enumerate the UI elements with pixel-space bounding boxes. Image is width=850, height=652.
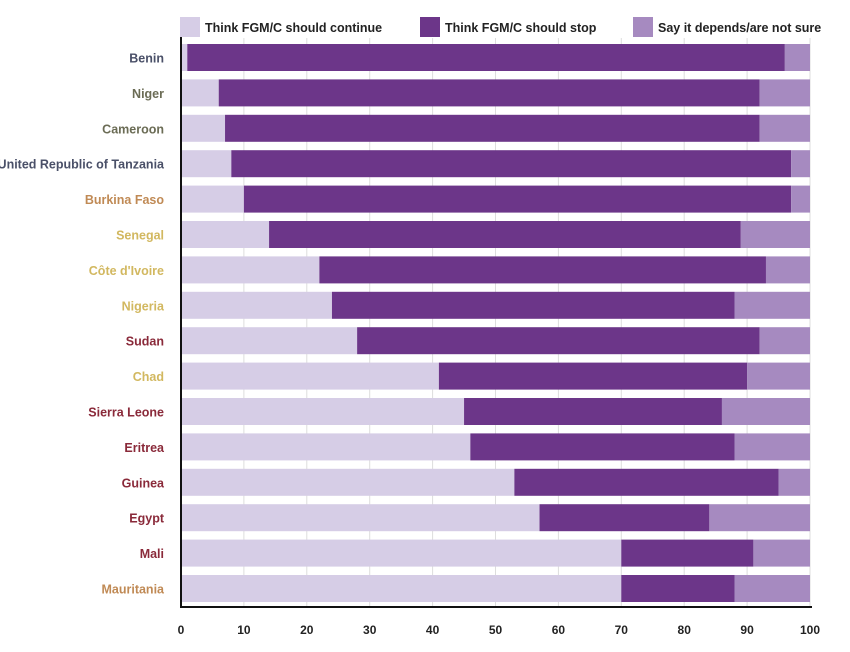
legend-label: Think FGM/C should continue bbox=[205, 21, 382, 35]
bar-segment-1 bbox=[181, 468, 515, 496]
bar-segment-3 bbox=[791, 150, 810, 178]
category-label: Niger bbox=[132, 87, 164, 101]
category-label: Guinea bbox=[122, 476, 165, 490]
bar-segment-1 bbox=[181, 362, 439, 390]
bar-segment-2 bbox=[470, 433, 735, 461]
bar-segment-2 bbox=[331, 291, 735, 319]
legend-swatch bbox=[633, 17, 653, 37]
category-label: Nigeria bbox=[122, 299, 165, 313]
legend-label: Think FGM/C should stop bbox=[445, 21, 597, 35]
bar-segment-1 bbox=[181, 185, 244, 213]
bar-segment-1 bbox=[181, 256, 320, 284]
category-label: Benin bbox=[129, 52, 164, 66]
x-tick-label: 40 bbox=[426, 623, 440, 637]
bar-segment-2 bbox=[225, 114, 760, 142]
bar-segment-2 bbox=[357, 327, 760, 355]
x-tick-label: 100 bbox=[800, 623, 820, 637]
bar-segment-2 bbox=[464, 398, 722, 425]
category-label: Côte d'Ivoire bbox=[89, 264, 164, 278]
bar-segment-3 bbox=[721, 398, 810, 425]
bar-segment-3 bbox=[791, 185, 810, 213]
bar-segment-1 bbox=[181, 398, 465, 425]
bar-segment-3 bbox=[753, 539, 810, 567]
bar-segment-2 bbox=[438, 362, 748, 390]
bar-segment-1 bbox=[181, 44, 188, 71]
bar-segment-2 bbox=[514, 468, 779, 496]
bar-segment-2 bbox=[621, 575, 735, 602]
bar-segment-3 bbox=[747, 362, 810, 390]
x-tick-label: 60 bbox=[552, 623, 566, 637]
category-label: Burkina Faso bbox=[85, 193, 165, 207]
x-tick-label: 20 bbox=[300, 623, 314, 637]
bar-segment-3 bbox=[734, 575, 810, 602]
bar-segment-3 bbox=[759, 79, 810, 107]
bar-segment-3 bbox=[759, 327, 810, 355]
category-label: Mali bbox=[140, 547, 164, 561]
category-label: Senegal bbox=[116, 229, 164, 243]
bar-segment-2 bbox=[187, 44, 785, 71]
bar-segment-2 bbox=[231, 150, 792, 178]
category-label: Eritrea bbox=[124, 441, 165, 455]
bar-segment-1 bbox=[181, 291, 332, 319]
category-label: Cameroon bbox=[102, 122, 164, 136]
x-tick-label: 90 bbox=[740, 623, 754, 637]
category-label: Egypt bbox=[129, 512, 165, 526]
bar-segment-1 bbox=[181, 433, 471, 461]
category-label: Chad bbox=[133, 370, 164, 384]
category-label: United Republic of Tanzania bbox=[0, 158, 165, 172]
bar-segment-1 bbox=[181, 221, 270, 248]
bar-segment-1 bbox=[181, 114, 226, 142]
bar-segment-2 bbox=[319, 256, 766, 284]
bar-segment-2 bbox=[243, 185, 792, 213]
category-label: Mauritania bbox=[101, 583, 165, 597]
bar-segment-1 bbox=[181, 150, 232, 178]
bar-segment-3 bbox=[709, 504, 810, 532]
bar-segment-2 bbox=[218, 79, 760, 107]
x-tick-label: 50 bbox=[489, 623, 503, 637]
x-tick-label: 30 bbox=[363, 623, 377, 637]
x-tick-label: 70 bbox=[615, 623, 629, 637]
bar-segment-3 bbox=[759, 114, 810, 142]
bar-segment-2 bbox=[621, 539, 754, 567]
bar-segment-2 bbox=[269, 221, 741, 248]
bar-segment-1 bbox=[181, 575, 622, 602]
bar-segment-3 bbox=[778, 468, 810, 496]
bar-segment-1 bbox=[181, 539, 622, 567]
bar-segment-3 bbox=[734, 291, 810, 319]
x-tick-label: 80 bbox=[678, 623, 692, 637]
bar-segment-1 bbox=[181, 327, 358, 355]
bar-segment-3 bbox=[784, 44, 810, 71]
bar-segment-2 bbox=[539, 504, 710, 532]
category-label: Sudan bbox=[126, 335, 164, 349]
bar-segment-3 bbox=[740, 221, 810, 248]
bar-segment-3 bbox=[765, 256, 810, 284]
x-tick-label: 10 bbox=[237, 623, 251, 637]
legend-label: Say it depends/are not sure bbox=[658, 21, 821, 35]
legend-swatch bbox=[180, 17, 200, 37]
x-tick-label: 0 bbox=[178, 623, 185, 637]
bar-segment-1 bbox=[181, 79, 219, 107]
bar-segment-3 bbox=[734, 433, 810, 461]
legend-swatch bbox=[420, 17, 440, 37]
category-label: Sierra Leone bbox=[88, 406, 164, 420]
bar-segment-1 bbox=[181, 504, 540, 532]
